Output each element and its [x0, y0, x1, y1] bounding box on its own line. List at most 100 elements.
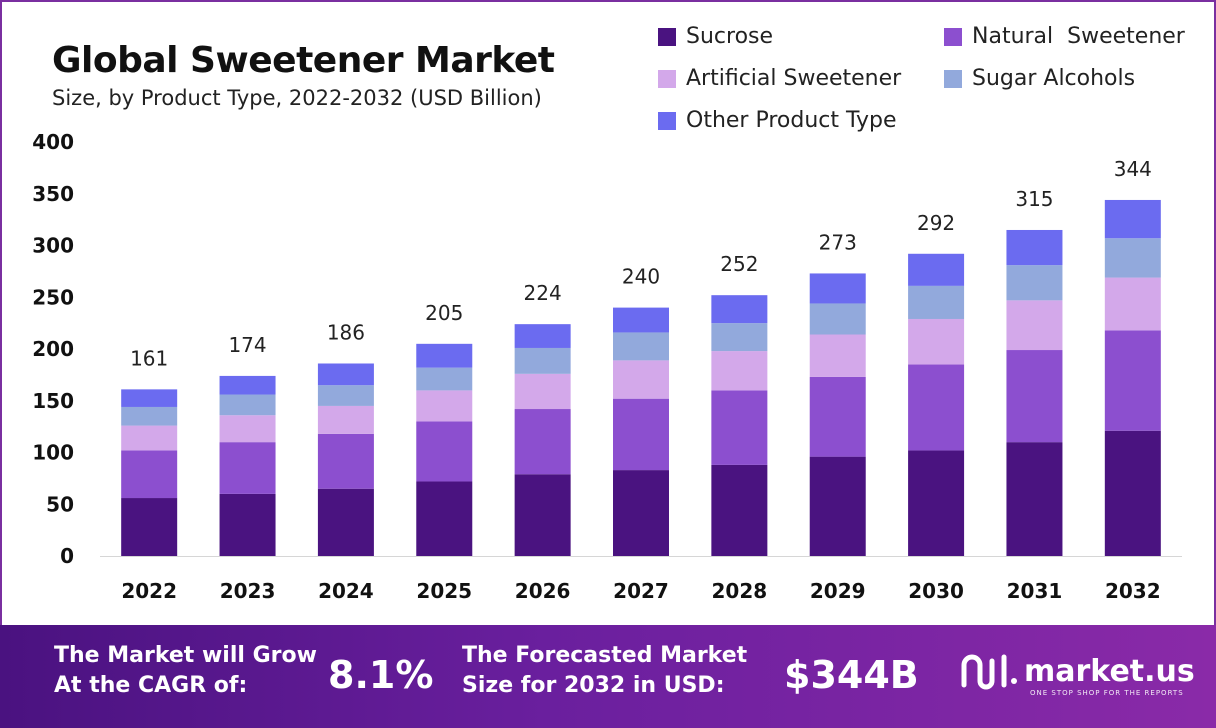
bar-segment-natural-sweetener — [1006, 350, 1063, 443]
bar-segment-sucrose — [317, 488, 374, 556]
bar-segment-other-product-type — [711, 295, 768, 324]
bar-segment-artificial-sweetener — [121, 425, 178, 451]
bar-segment-other-product-type — [1006, 229, 1063, 266]
legend-swatch-natural-sweetener — [944, 27, 962, 46]
footer-banner: The Market will Grow At the CAGR of: 8.1… — [0, 625, 1216, 728]
bar-segment-sucrose — [416, 481, 473, 556]
bar-total-label: 161 — [130, 346, 168, 370]
y-tick-label: 400 — [32, 130, 74, 154]
bar-segment-natural-sweetener — [317, 433, 374, 489]
bar-segment-sugar-alcohols — [908, 285, 965, 319]
y-tick-label: 300 — [32, 234, 74, 258]
bar-segment-sugar-alcohols — [1006, 265, 1063, 301]
chart-subtitle: Size, by Product Type, 2022-2032 (USD Bi… — [52, 86, 542, 110]
cagr-label-line2: At the CAGR of: — [54, 673, 248, 698]
bar-segment-artificial-sweetener — [1006, 300, 1063, 351]
legend-label: Artificial Sweetener — [686, 66, 902, 91]
bar-segment-natural-sweetener — [908, 364, 965, 451]
legend-label: Sucrose — [686, 24, 774, 49]
x-tick-label: 2032 — [1105, 579, 1161, 603]
bar-segment-natural-sweetener — [219, 442, 276, 494]
bar-segment-sucrose — [1104, 430, 1161, 556]
bar-total-label: 292 — [917, 211, 955, 235]
bar-segment-sugar-alcohols — [514, 347, 571, 374]
bar-segment-sucrose — [121, 498, 178, 556]
legend-item-natural-sweetener: Natural Sweetener — [944, 24, 1185, 49]
bar-segment-natural-sweetener — [514, 409, 571, 475]
bar-segment-natural-sweetener — [121, 450, 178, 499]
legend-swatch-sucrose — [658, 27, 676, 46]
bar-total-label: 174 — [228, 333, 266, 357]
legend-label: Natural Sweetener — [972, 24, 1185, 49]
bar-segment-artificial-sweetener — [1104, 277, 1161, 331]
bar-segment-artificial-sweetener — [416, 390, 473, 422]
legend-label: Sugar Alcohols — [972, 66, 1136, 91]
bar-segment-sucrose — [908, 450, 965, 556]
bar-segment-sucrose — [613, 470, 669, 556]
x-tick-label: 2024 — [318, 579, 374, 603]
stacked-bar-chart: 0 50 100 150 200 250 300 350 400 161 2022 174 2023 18… — [32, 130, 1182, 603]
y-tick-label: 350 — [32, 182, 74, 206]
bar-total-label: 252 — [720, 252, 758, 276]
bar-segment-other-product-type — [809, 273, 866, 304]
bar-segment-other-product-type — [317, 363, 374, 386]
bar-segment-sugar-alcohols — [121, 406, 178, 426]
bar-segment-sugar-alcohols — [317, 385, 374, 406]
bar-segment-natural-sweetener — [416, 421, 473, 482]
cagr-label: The Market will Grow At the CAGR of: — [54, 641, 317, 701]
legend-item-artificial-sweetener: Artificial Sweetener — [658, 66, 901, 91]
bar-total-label: 273 — [819, 230, 857, 254]
bar-segment-other-product-type — [514, 324, 571, 348]
x-tick-label: 2028 — [712, 579, 768, 603]
bar-segment-artificial-sweetener — [613, 360, 669, 399]
forecast-label-line2: Size for 2032 in USD: — [462, 673, 725, 698]
forecast-label-line1: The Forecasted Market — [462, 643, 748, 668]
y-tick-label: 50 — [46, 492, 74, 516]
forecast-label: The Forecasted Market Size for 2032 in U… — [462, 641, 747, 701]
bar-total-label: 205 — [425, 301, 463, 325]
brand-logo[interactable]: market.us — [960, 651, 1195, 691]
bar-segment-artificial-sweetener — [809, 334, 866, 377]
bar-segment-sugar-alcohols — [1104, 238, 1161, 278]
bar-segment-sucrose — [219, 493, 276, 556]
y-tick-label: 250 — [32, 285, 74, 309]
bar-segment-artificial-sweetener — [219, 415, 276, 443]
bar-segment-sugar-alcohols — [711, 323, 768, 352]
bar-segment-other-product-type — [219, 375, 276, 395]
legend: Sucrose Natural Sweetener Artificial Swe… — [658, 24, 1216, 144]
x-tick-label: 2026 — [515, 579, 571, 603]
legend-item-sugar-alcohols: Sugar Alcohols — [944, 66, 1135, 91]
brand-tagline: ONE STOP SHOP FOR THE REPORTS — [1030, 689, 1184, 697]
bar-segment-other-product-type — [416, 343, 473, 368]
bar-segment-artificial-sweetener — [908, 318, 965, 365]
forecast-value: $344B — [784, 653, 919, 697]
bar-segment-sucrose — [1006, 442, 1063, 556]
bar-segment-sucrose — [514, 474, 571, 556]
bar-segment-other-product-type — [1104, 199, 1161, 239]
bar-segment-other-product-type — [908, 253, 965, 286]
bar-segment-sugar-alcohols — [416, 367, 473, 391]
x-tick-label: 2022 — [121, 579, 177, 603]
chart-title: Global Sweetener Market — [52, 40, 555, 81]
bar-total-label: 224 — [524, 281, 562, 305]
legend-swatch-sugar-alcohols — [944, 69, 962, 88]
bar-segment-natural-sweetener — [613, 398, 669, 471]
x-tick-label: 2023 — [220, 579, 276, 603]
y-tick-label: 100 — [32, 441, 74, 465]
bar-total-label: 344 — [1114, 157, 1152, 181]
bar-segment-sugar-alcohols — [219, 394, 276, 416]
x-tick-label: 2029 — [810, 579, 866, 603]
market-us-logo-icon — [961, 654, 1017, 690]
legend-swatch-artificial-sweetener — [658, 69, 676, 88]
bar-segment-sugar-alcohols — [613, 332, 669, 361]
x-tick-label: 2030 — [908, 579, 964, 603]
bar-segment-sucrose — [809, 456, 866, 556]
legend-swatch-other-product-type — [658, 111, 676, 130]
bar-segment-natural-sweetener — [1104, 330, 1161, 431]
cagr-label-line1: The Market will Grow — [54, 643, 317, 668]
bar-segment-natural-sweetener — [711, 390, 768, 465]
bar-segment-artificial-sweetener — [317, 405, 374, 434]
y-tick-label: 0 — [60, 544, 74, 568]
legend-label: Other Product Type — [686, 108, 897, 133]
bar-segment-artificial-sweetener — [514, 373, 571, 410]
